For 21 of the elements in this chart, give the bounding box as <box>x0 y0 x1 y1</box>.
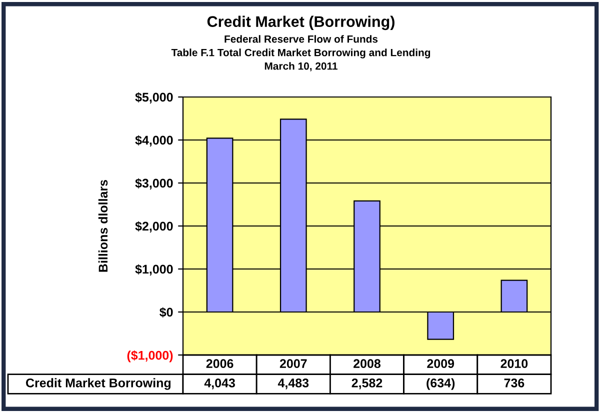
y-tick-label: ($1,000) <box>127 350 173 362</box>
data-label: 736 <box>504 378 524 388</box>
y-tick-label: $1,000 <box>135 264 173 276</box>
y-tick-label: $0 <box>160 307 173 318</box>
y-tick-label: $2,000 <box>135 221 173 232</box>
data-label: (634) <box>426 378 455 390</box>
chart-subtitle: Federal Reserve Flow of Funds Table F.1 Total Credit Market Borrowing and Lending March 10, 2011 <box>171 35 430 72</box>
data-label: 2,582 <box>352 378 382 390</box>
y-tick-label: $3,000 <box>135 178 173 190</box>
data-label: 4,483 <box>278 378 309 390</box>
text: Credit Market Borrowing <box>26 378 170 390</box>
x-tick-label: 2006 <box>206 359 234 368</box>
x-tick-label: 2007 <box>280 359 307 368</box>
y-tick-label: $4,000 <box>135 135 173 146</box>
y-axis-title: Billions dlollars <box>98 180 108 272</box>
data-label: 4,043 <box>204 378 235 390</box>
x-tick-label: 2009 <box>427 359 454 368</box>
x-tick-label: 2010 <box>500 359 528 368</box>
x-tick-label: 2008 <box>354 359 381 368</box>
chart-title: Credit Market (Borrowing) <box>207 16 394 30</box>
y-tick-label: $5,000 <box>135 92 173 104</box>
